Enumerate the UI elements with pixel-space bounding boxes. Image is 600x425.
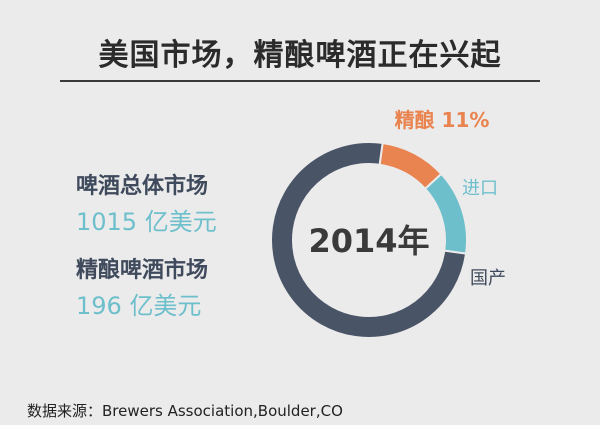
slice-label-2: 国产 [470,268,506,289]
craft-market-label: 精酿啤酒市场 [76,258,209,283]
slice-label-0: 精酿 11% [395,108,490,132]
source-note: 数据来源：Brewers Association,Boulder,CO [27,402,343,420]
center-year-label: 2014年 [308,222,429,260]
slice-label-1: 进口 [462,178,498,199]
title-underline [60,80,540,82]
page-title: 美国市场，精酿啤酒正在兴起 [98,38,502,73]
total-market-value: 1015 亿美元 [76,208,217,236]
donut-slice-2 [270,141,468,339]
donut-slice-1 [423,172,468,255]
craft-market-value: 196 亿美元 [76,292,202,320]
total-market-label: 啤酒总体市场 [76,174,209,199]
